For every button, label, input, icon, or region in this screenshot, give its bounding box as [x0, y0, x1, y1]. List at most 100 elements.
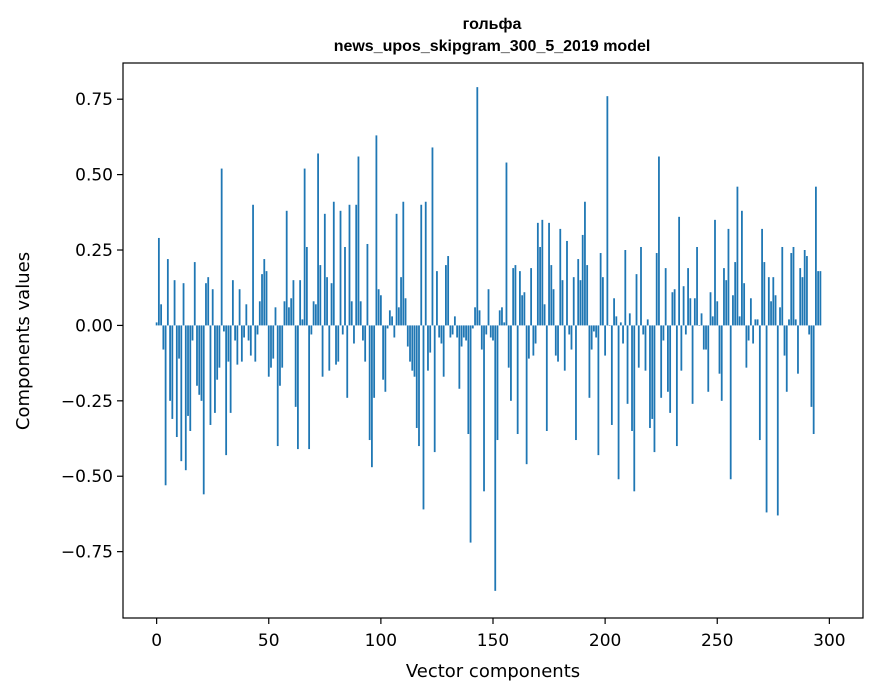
bar [438, 325, 441, 338]
y-tick-label: 0.00 [75, 316, 113, 336]
bar [682, 286, 685, 326]
y-tick-label: −0.50 [61, 467, 113, 487]
bar [418, 325, 420, 447]
bar [272, 325, 275, 359]
bar [371, 325, 373, 468]
bar [543, 304, 546, 326]
x-axis-label: Vector components [406, 661, 580, 682]
bar [297, 325, 299, 450]
bar [581, 234, 584, 326]
bar [714, 219, 716, 326]
bar [359, 301, 362, 326]
bar [584, 201, 586, 326]
bar [579, 280, 582, 326]
bar [330, 283, 333, 326]
bar [319, 265, 322, 326]
bar [723, 268, 725, 326]
bar [577, 259, 580, 326]
bar [770, 301, 772, 326]
bar [379, 295, 382, 326]
bar [763, 262, 766, 326]
bar [700, 313, 703, 326]
bar [467, 325, 470, 435]
bar [566, 240, 568, 326]
bar [377, 289, 380, 326]
bar [301, 319, 304, 326]
bar [570, 325, 573, 350]
bar [344, 246, 346, 326]
x-tick-label: 250 [701, 631, 733, 651]
bar [754, 319, 757, 326]
bar [270, 325, 272, 368]
bar [505, 162, 508, 326]
bar [817, 271, 820, 326]
bar [689, 298, 692, 326]
bar [169, 325, 171, 401]
bar [693, 298, 696, 326]
bar [586, 265, 589, 326]
bar [223, 325, 225, 332]
bar [335, 325, 337, 365]
bar [422, 325, 425, 510]
bar [202, 325, 205, 495]
bar [812, 325, 815, 435]
bar [469, 325, 472, 543]
bar [599, 253, 602, 326]
bar [337, 325, 340, 362]
bar [489, 325, 492, 338]
bar [673, 289, 676, 326]
bar [258, 301, 261, 326]
bar [292, 280, 295, 326]
bar [261, 274, 263, 326]
bar [368, 325, 371, 441]
bar [402, 201, 405, 326]
bar [514, 265, 517, 326]
bar [732, 295, 734, 326]
bar [386, 325, 389, 329]
bar [660, 325, 663, 398]
bar [552, 289, 555, 326]
bar [290, 298, 293, 326]
bar [471, 325, 474, 329]
bar [458, 325, 461, 389]
bar [808, 325, 811, 335]
bar [427, 325, 429, 371]
bar [772, 277, 775, 326]
bar [532, 325, 535, 356]
bar [619, 322, 622, 326]
bar [799, 268, 802, 326]
bar [254, 325, 257, 362]
bar [525, 325, 528, 465]
bar [779, 307, 781, 326]
bar [189, 325, 192, 431]
bar [393, 325, 396, 338]
bar [720, 325, 723, 401]
bar [157, 237, 160, 326]
bar [655, 253, 658, 326]
bar [785, 325, 788, 392]
bar [321, 325, 324, 377]
bar [767, 277, 770, 326]
bar [364, 325, 367, 362]
bar [305, 246, 308, 326]
bar [231, 280, 234, 326]
bar [274, 307, 277, 326]
bar [175, 325, 178, 438]
bar [633, 325, 636, 492]
bar [245, 304, 248, 326]
x-axis-ticks: 0 50 100 150 200 250 300 [151, 618, 846, 651]
bar [774, 295, 777, 326]
bar [429, 325, 432, 353]
bar [734, 262, 737, 326]
bar [534, 325, 537, 344]
bar [563, 325, 566, 371]
bar [238, 289, 241, 326]
bar [400, 277, 402, 326]
y-tick-label: 0.25 [75, 241, 113, 261]
bar [649, 325, 651, 428]
bar [353, 325, 355, 344]
bar [637, 325, 640, 368]
bar [308, 325, 311, 450]
bar [382, 325, 385, 380]
bar [281, 325, 284, 368]
